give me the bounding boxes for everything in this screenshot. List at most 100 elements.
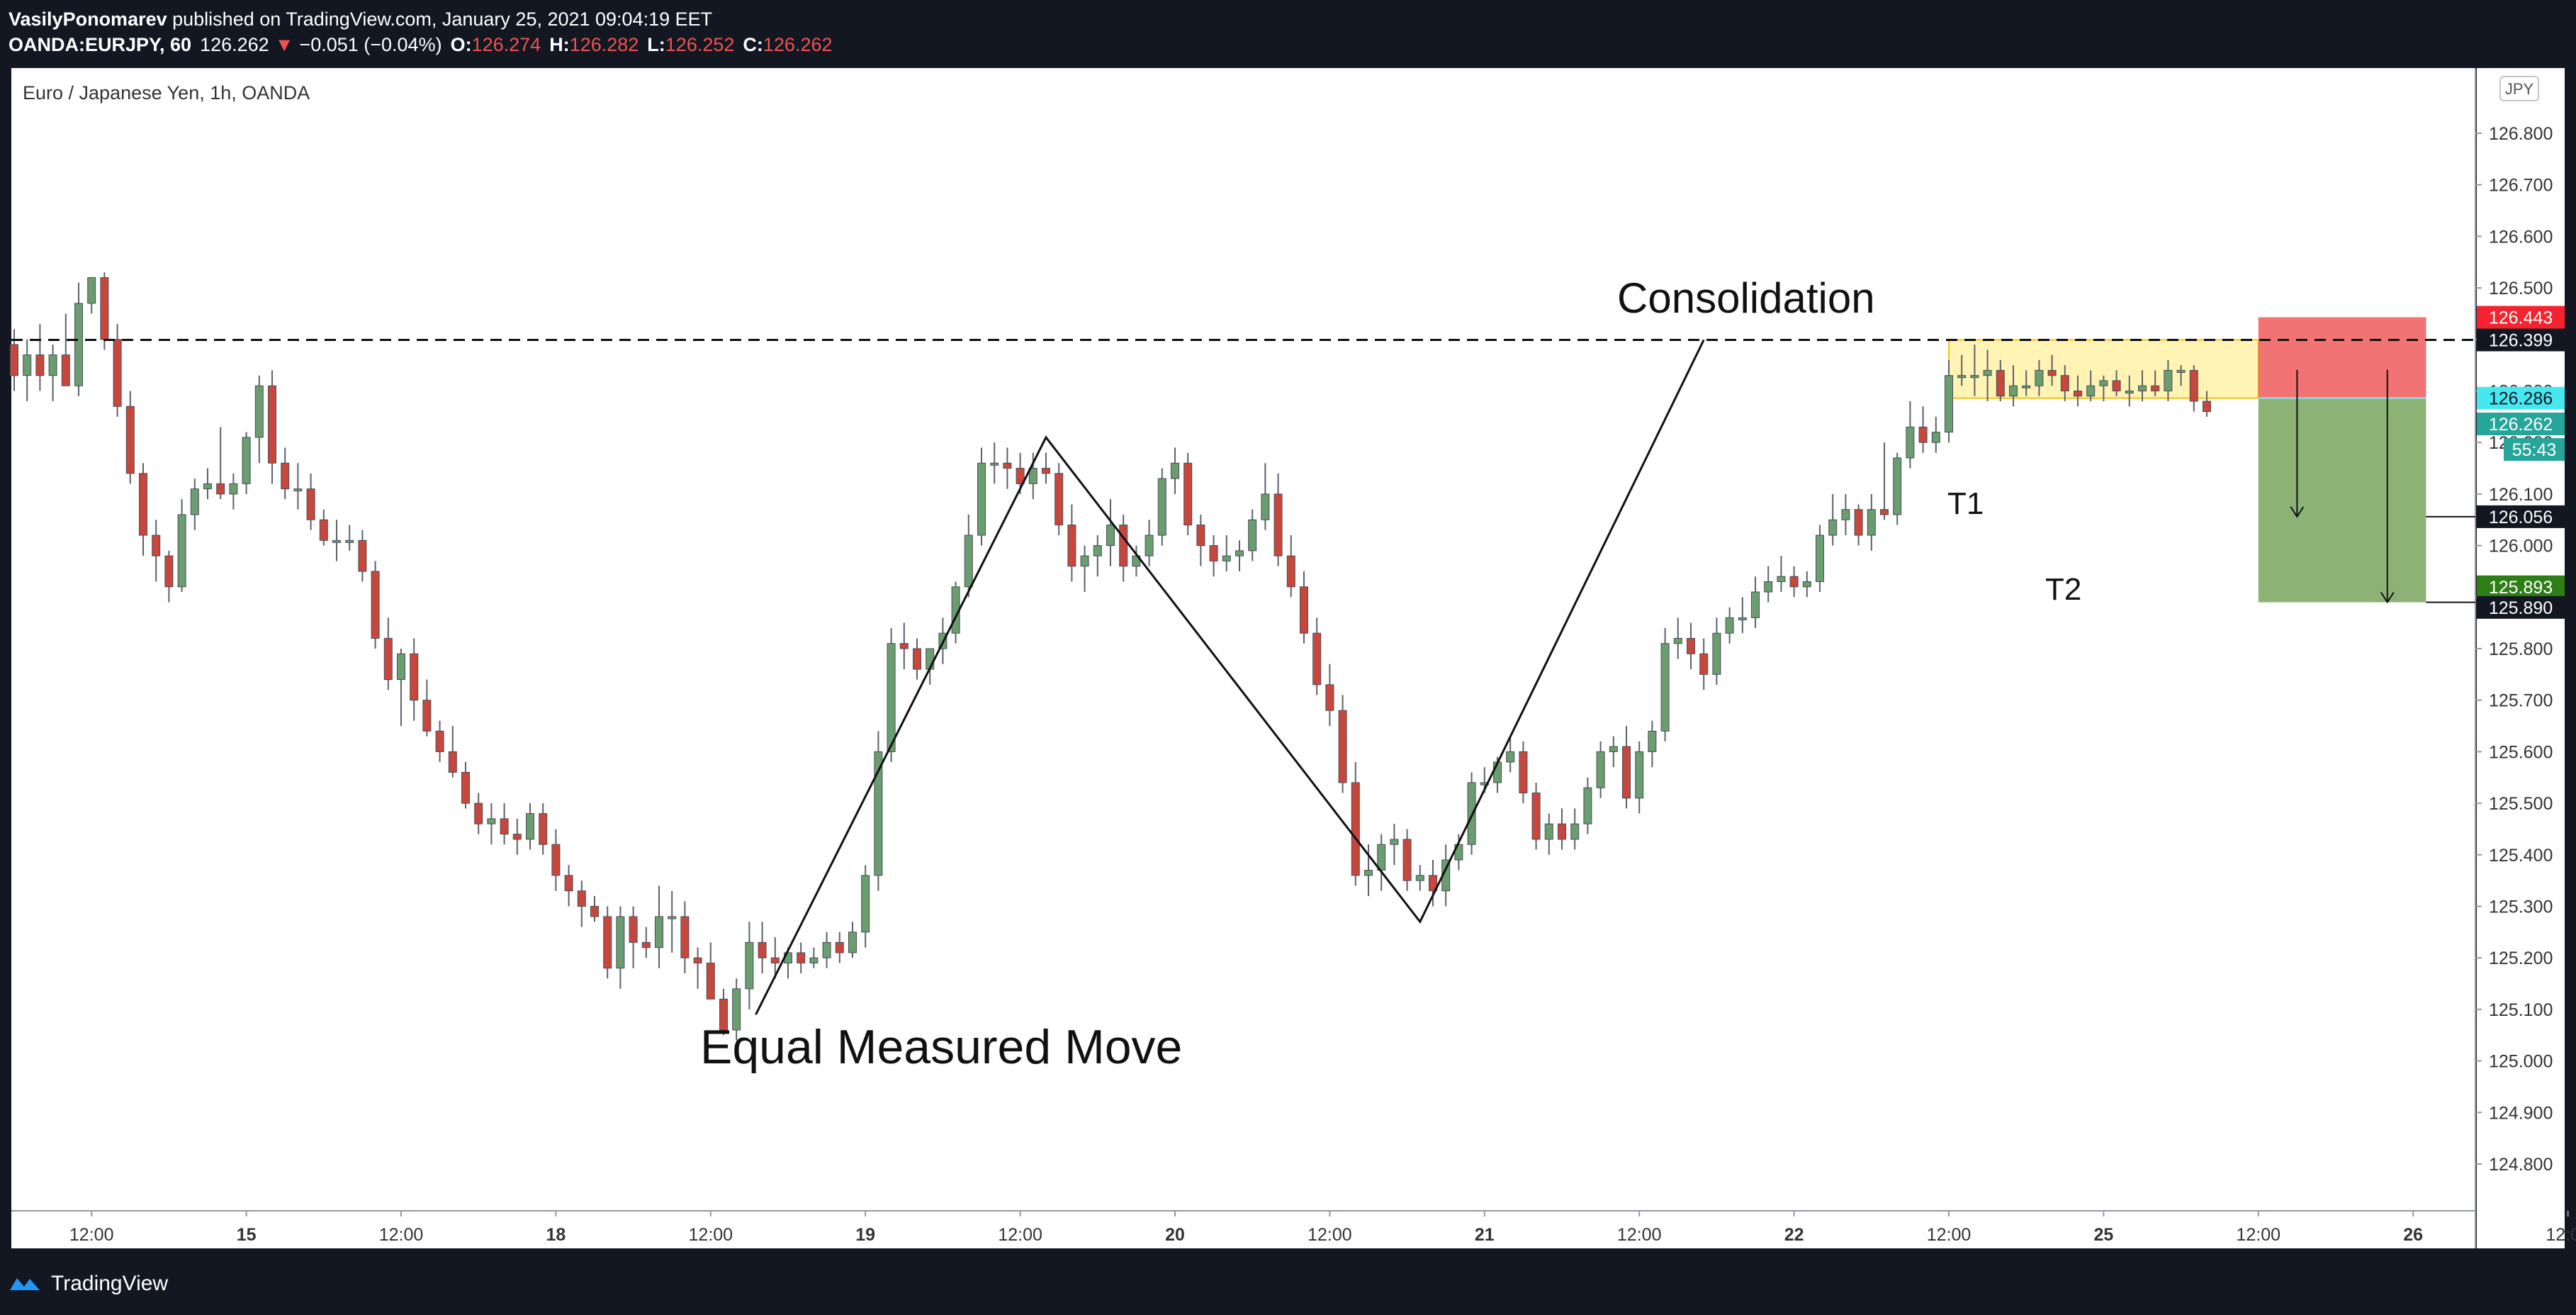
candle bbox=[577, 880, 586, 927]
candle-body-up bbox=[1609, 746, 1618, 752]
candle bbox=[1957, 354, 1967, 386]
candle-body-down bbox=[125, 405, 135, 474]
candle-body-down bbox=[1183, 462, 1193, 526]
candle bbox=[603, 906, 612, 979]
candle-body-down bbox=[1789, 576, 1799, 588]
candle bbox=[2203, 391, 2211, 417]
candle bbox=[1312, 617, 1322, 695]
candle bbox=[1558, 808, 1566, 850]
stop-loss-zone[interactable] bbox=[2258, 317, 2426, 398]
candle-body-up bbox=[1738, 617, 1747, 620]
candle bbox=[526, 803, 534, 850]
countdown-badge bbox=[2504, 438, 2565, 461]
low-label: L: bbox=[647, 34, 665, 55]
candle bbox=[2138, 370, 2147, 402]
x-tick-label: 22 bbox=[1784, 1225, 1804, 1245]
candle-body-down bbox=[113, 339, 122, 407]
candle-body-down bbox=[899, 643, 909, 649]
candle bbox=[1054, 463, 1064, 536]
candle bbox=[1816, 525, 1824, 593]
high-value: 126.282 bbox=[570, 34, 639, 55]
y-tick-label: 126.000 bbox=[2489, 537, 2553, 556]
candle-body-up bbox=[203, 483, 212, 490]
candle bbox=[2151, 370, 2160, 396]
candle bbox=[1157, 468, 1166, 546]
plot-area[interactable] bbox=[11, 68, 2475, 1248]
candle bbox=[293, 463, 303, 510]
candle bbox=[848, 922, 857, 958]
candle-body-down bbox=[603, 916, 612, 969]
y-tick-label: 126.800 bbox=[2489, 124, 2553, 144]
x-tick-label: 21 bbox=[1475, 1225, 1495, 1245]
candle-body-down bbox=[719, 998, 728, 1031]
publisher-name[interactable]: VasilyPonomarev bbox=[9, 9, 167, 30]
candle-body-up bbox=[1390, 839, 1399, 845]
candle bbox=[1093, 535, 1102, 577]
candle-body-down bbox=[1016, 468, 1025, 484]
candle bbox=[2125, 375, 2134, 407]
candle bbox=[1931, 416, 1940, 453]
candle bbox=[551, 829, 561, 891]
candle-body-down bbox=[1209, 545, 1218, 561]
candle bbox=[1789, 566, 1799, 598]
candle-body-up bbox=[990, 462, 999, 466]
candle bbox=[1777, 556, 1786, 593]
candle bbox=[564, 865, 573, 907]
take-profit-zone[interactable] bbox=[2258, 398, 2426, 603]
candle bbox=[2189, 365, 2198, 412]
candle-body-down bbox=[152, 535, 161, 556]
candle bbox=[512, 818, 522, 855]
candle-body-up bbox=[874, 751, 883, 876]
candle bbox=[1119, 514, 1128, 582]
candle-body-down bbox=[913, 648, 921, 670]
candle bbox=[1235, 540, 1244, 571]
candle bbox=[345, 525, 354, 551]
y-tick-label: 126.500 bbox=[2489, 279, 2553, 298]
stop-price-badge bbox=[2477, 306, 2565, 329]
candle bbox=[2112, 370, 2121, 396]
candle-body-up bbox=[1828, 519, 1838, 536]
candle bbox=[719, 988, 728, 1036]
candle-body-up bbox=[1144, 535, 1154, 556]
candle bbox=[35, 323, 45, 391]
candle-body-up bbox=[48, 354, 57, 376]
candle bbox=[1945, 359, 1953, 443]
candle bbox=[1390, 824, 1399, 866]
candle bbox=[1867, 493, 1876, 551]
candle-body-up bbox=[1248, 519, 1257, 552]
candle-body-down bbox=[383, 637, 393, 681]
candle bbox=[23, 339, 32, 402]
candle-body-up bbox=[1970, 375, 1979, 379]
candle bbox=[2086, 370, 2096, 402]
candle-body-up bbox=[1157, 478, 1166, 536]
candle-body-up bbox=[1648, 730, 1657, 752]
y-tick-label: 126.600 bbox=[2489, 227, 2553, 247]
last-price-badge bbox=[2477, 413, 2565, 436]
x-tick-label: 19 bbox=[855, 1225, 875, 1245]
candle-body-up bbox=[2099, 380, 2108, 386]
candle bbox=[1725, 607, 1734, 644]
measured-move-path[interactable] bbox=[755, 339, 1705, 1015]
candle-body-up bbox=[2164, 369, 2173, 391]
high-label: H: bbox=[549, 34, 570, 55]
t2-label: T2 bbox=[2045, 572, 2081, 607]
candle bbox=[242, 432, 251, 494]
candle bbox=[1596, 741, 1605, 798]
candle bbox=[371, 561, 380, 649]
currency-badge[interactable] bbox=[2499, 76, 2539, 101]
candle-body-down bbox=[10, 344, 18, 376]
candle-body-up bbox=[861, 875, 870, 933]
candle bbox=[1003, 447, 1012, 489]
candle bbox=[1906, 401, 1915, 469]
tradingview-logo[interactable]: TradingView bbox=[10, 1272, 168, 1295]
candle-body-up bbox=[2125, 391, 2134, 393]
candle bbox=[693, 947, 702, 989]
candle-body-up bbox=[1867, 509, 1876, 536]
x-tick-label: 20 bbox=[1165, 1225, 1185, 1245]
candle-body-up bbox=[964, 535, 973, 588]
candle-body-down bbox=[1119, 525, 1128, 567]
price-axis[interactable] bbox=[2477, 68, 2565, 1248]
candle bbox=[745, 922, 754, 1009]
candle-body-down bbox=[2047, 369, 2057, 376]
